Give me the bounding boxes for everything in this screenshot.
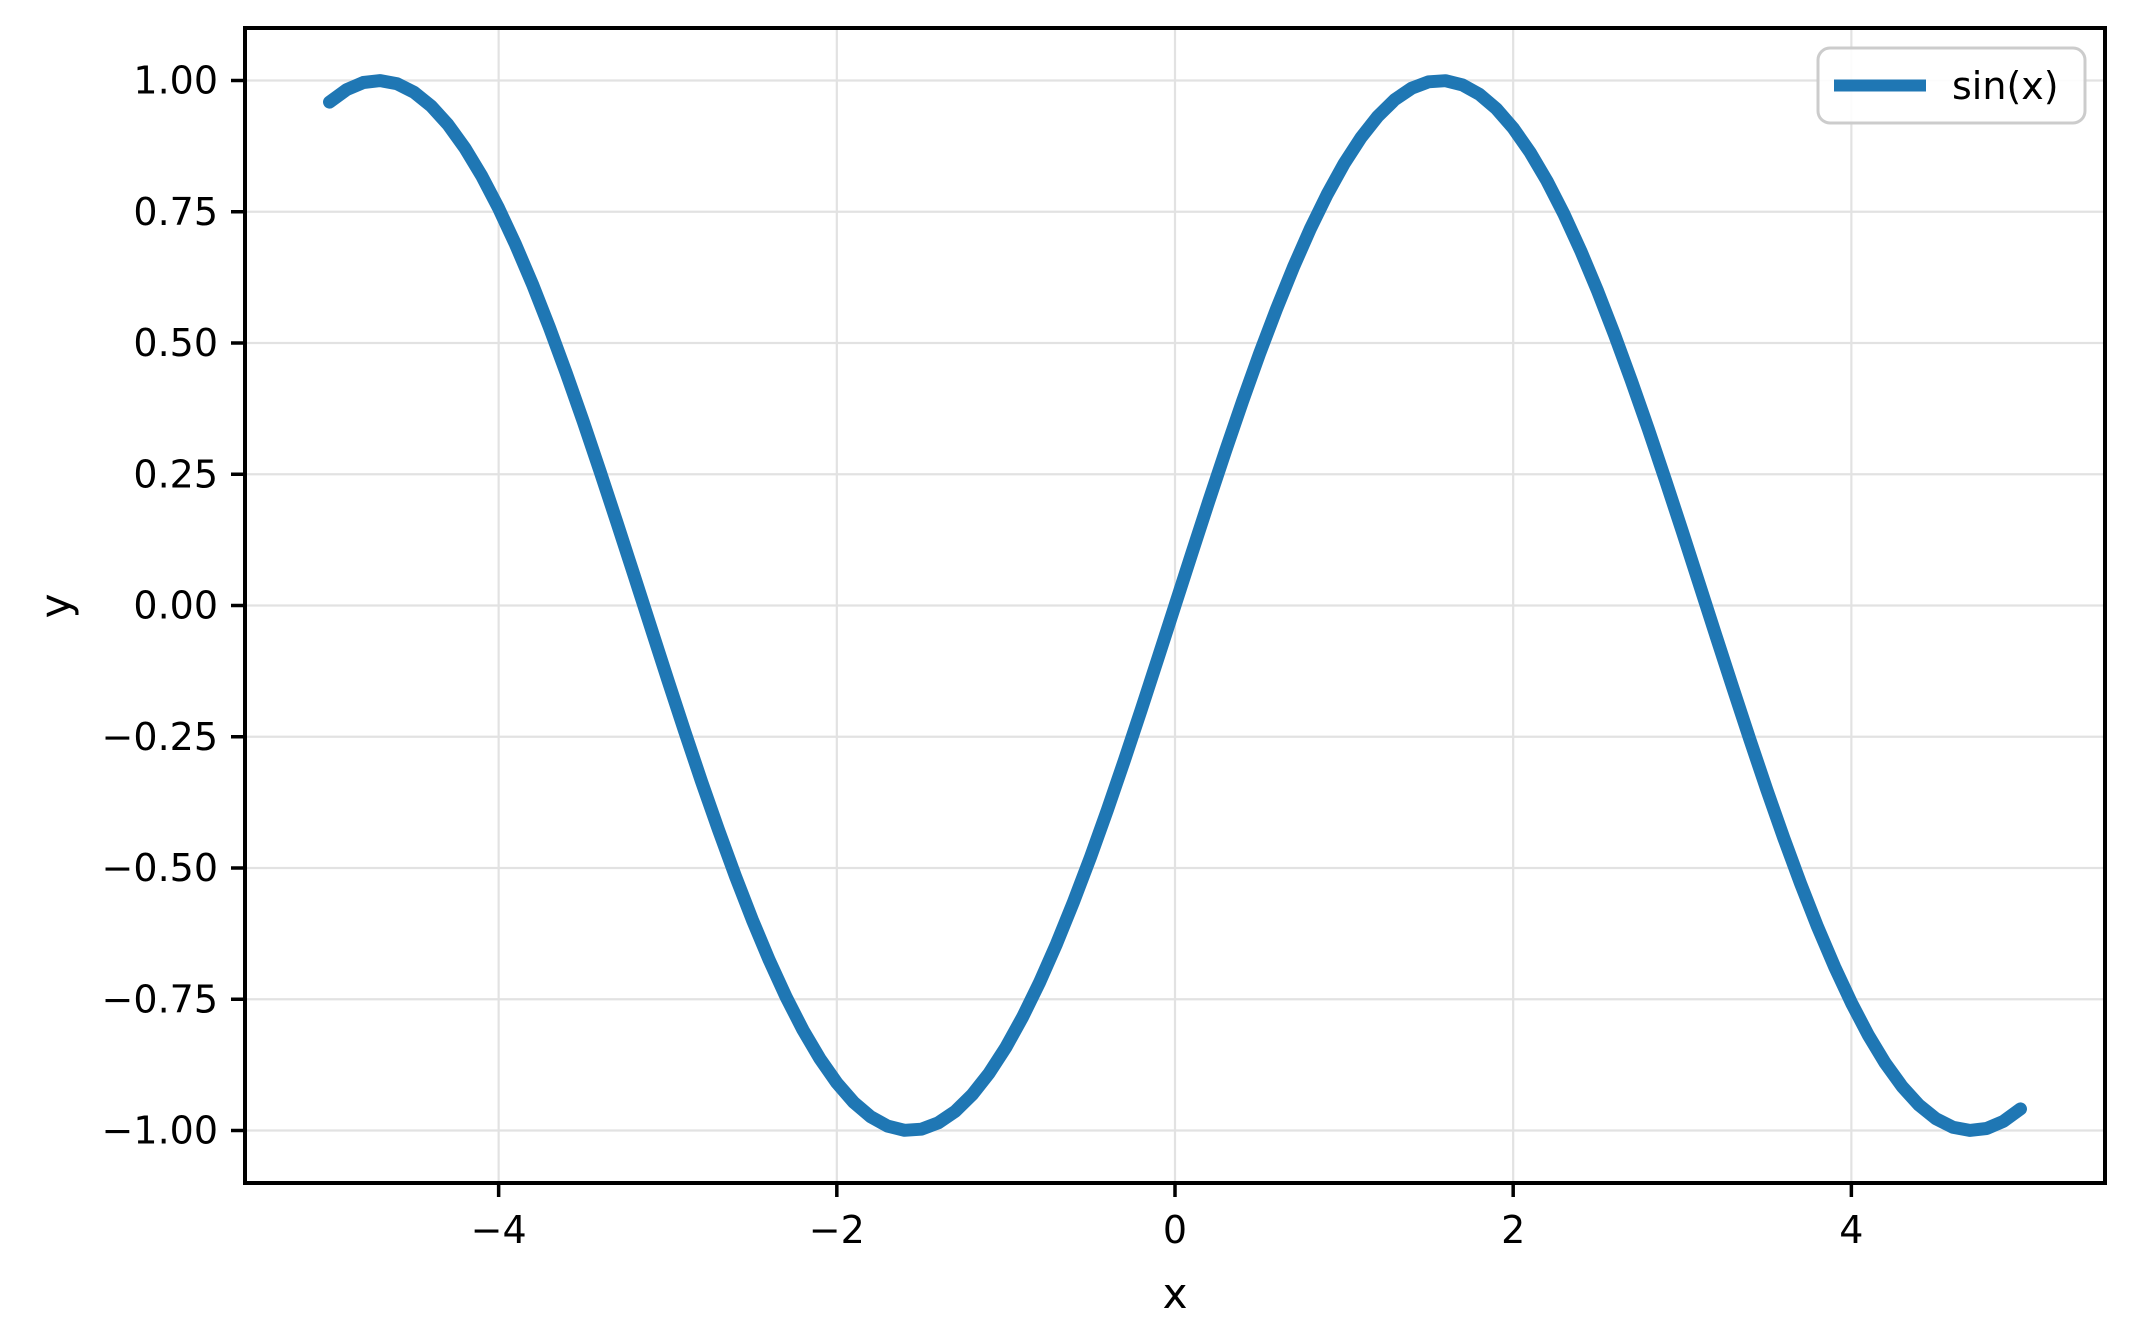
x-tick-label: 4 <box>1839 1208 1863 1252</box>
y-tick-label: 1.00 <box>133 59 218 103</box>
x-tick-label: −2 <box>809 1208 865 1252</box>
y-tick-label: −0.25 <box>102 715 218 759</box>
y-tick-label: 0.00 <box>133 584 218 628</box>
y-tick-label: −1.00 <box>102 1109 218 1153</box>
x-tick-label: −4 <box>471 1208 527 1252</box>
x-axis-label: x <box>1163 1269 1188 1318</box>
x-tick-label: 2 <box>1501 1208 1525 1252</box>
gridlines <box>245 28 2105 1183</box>
y-axis-ticks <box>231 78 245 1133</box>
y-tick-label: −0.75 <box>102 977 218 1021</box>
y-tick-label: 0.50 <box>133 321 218 365</box>
legend-box <box>1816 46 2087 125</box>
legend: sin(x) <box>1816 46 2087 125</box>
legend-label: sin(x) <box>1952 64 2059 108</box>
x-axis-tick-labels: −4 −2 0 2 4 <box>471 1208 1864 1252</box>
y-tick-label: 0.75 <box>133 190 218 234</box>
x-axis-ticks <box>496 1183 1854 1197</box>
y-axis-tick-labels: 1.00 0.75 0.50 0.25 0.00 −0.25 −0.50 −0.75 −1.00 <box>102 59 218 1153</box>
sin-curve <box>323 74 2027 1137</box>
x-tick-label: 0 <box>1163 1208 1187 1252</box>
y-axis-label: y <box>31 594 80 619</box>
y-tick-label: 0.25 <box>133 452 218 496</box>
y-tick-label: −0.50 <box>102 846 218 890</box>
